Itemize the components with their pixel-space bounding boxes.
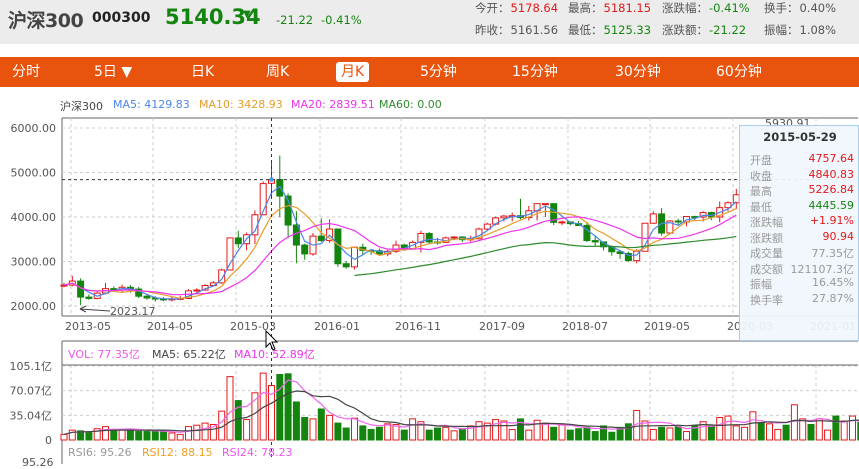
tooltip-row: 成交额 121107.3亿 xyxy=(750,261,854,276)
candle-tooltip: 2015-05-29 开盘 4757.64 收盘 4840.83 最高 5226.84 最低… xyxy=(739,125,859,341)
tooltip-value: 27.87% xyxy=(812,291,854,305)
tab-daily-k[interactable]: 日K xyxy=(191,64,215,80)
stat-low: 最低：5125.33 xyxy=(568,23,652,37)
svg-text:4000.00: 4000.00 xyxy=(11,211,57,224)
svg-text:2014-05: 2014-05 xyxy=(147,320,193,333)
stat-open: 今开：5178.64 xyxy=(475,1,559,15)
stat-amplitude: 振幅：1.08% xyxy=(764,23,837,37)
stat-prev-close: 昨收：5161.56 xyxy=(475,23,559,37)
legend-ma60: MA60: 0.00 xyxy=(379,98,442,111)
svg-text:2018-07: 2018-07 xyxy=(562,320,608,333)
legend-rsi6: RSI6: 95.26 xyxy=(68,446,132,459)
svg-text:2013-05: 2013-05 xyxy=(65,320,111,333)
svg-text:70.07亿: 70.07亿 xyxy=(10,385,53,398)
tooltip-label: 开盘 xyxy=(750,154,772,167)
legend-name: 沪深300 xyxy=(60,100,103,113)
svg-text:35.04亿: 35.04亿 xyxy=(10,409,53,422)
tooltip-label: 成交量 xyxy=(750,247,783,260)
legend-ma10: MA10: 3428.93 xyxy=(199,98,283,111)
svg-text:2000.00: 2000.00 xyxy=(11,300,57,313)
tooltip-row: 最低 4445.59 xyxy=(750,199,854,214)
tooltip-label: 最高 xyxy=(750,185,772,198)
svg-text:6000.00: 6000.00 xyxy=(11,122,57,135)
mouse-cursor-icon xyxy=(265,330,279,351)
svg-text:2019-05: 2019-05 xyxy=(644,320,690,333)
tooltip-label: 涨跌额 xyxy=(750,231,783,245)
tooltip-row: 收盘 4840.83 xyxy=(750,168,854,183)
index-name: 沪深300 xyxy=(8,10,84,32)
tooltip-label: 成交额 xyxy=(750,262,783,276)
legend-vol: VOL: 77.35亿 xyxy=(68,348,140,361)
stat-turnover: 换手：0.40% xyxy=(764,1,837,15)
quote-header: 沪深300 000300 5140.34 ▼ -21.22 -0.41% 今开：… xyxy=(0,0,859,44)
price-change-pct: -0.41% xyxy=(321,13,362,27)
tooltip-label: 换手率 xyxy=(750,293,783,307)
tooltip-value: 16.45% xyxy=(812,276,854,289)
index-code: 000300 xyxy=(92,10,151,26)
tooltip-label: 涨跌幅 xyxy=(750,216,783,229)
legend-vol-ma5: MA5: 65.22亿 xyxy=(152,348,226,361)
tooltip-value: 5226.84 xyxy=(808,183,855,196)
svg-text:0: 0 xyxy=(45,434,52,447)
tab-15min[interactable]: 15分钟 xyxy=(512,64,558,80)
tab-60min[interactable]: 60分钟 xyxy=(716,64,762,80)
rsi-axis-top: 95.26 xyxy=(22,456,54,469)
tooltip-value: 90.94 xyxy=(822,229,855,243)
tooltip-row: 成交量 77.35亿 xyxy=(750,245,854,260)
period-tabs: 分时 5日 ▼ 日K 周K 月K 5分钟 15分钟 30分钟 60分钟 xyxy=(0,57,859,87)
tab-5min[interactable]: 5分钟 xyxy=(420,64,457,80)
stat-change-pct: 涨跌幅：-0.41% xyxy=(662,1,750,15)
svg-text:105.1亿: 105.1亿 xyxy=(10,360,53,373)
tooltip-value: 121107.3亿 xyxy=(790,262,855,276)
legend-ma5: MA5: 4129.83 xyxy=(113,98,190,111)
tooltip-row: 振幅 16.45% xyxy=(750,276,854,291)
legend-rsi12: RSI12: 88.15 xyxy=(142,446,213,459)
tab-30min[interactable]: 30分钟 xyxy=(615,64,661,80)
svg-text:2016-11: 2016-11 xyxy=(395,320,441,333)
legend-ma20: MA20: 2839.51 xyxy=(291,98,375,111)
tab-monthly-k[interactable]: 月K xyxy=(336,62,370,82)
tooltip-row: 最高 5226.84 xyxy=(750,183,854,198)
tooltip-row: 涨跌额 90.94 xyxy=(750,230,854,245)
legend-vol-ma10: MA10: 52.89亿 xyxy=(234,348,315,361)
svg-text:2017-09: 2017-09 xyxy=(479,320,525,333)
stat-high: 最高：5181.15 xyxy=(568,1,652,15)
tooltip-label: 振幅 xyxy=(750,278,772,291)
svg-text:2016-01: 2016-01 xyxy=(314,320,360,333)
svg-text:2015-03: 2015-03 xyxy=(230,320,276,333)
stat-change-amt: 涨跌额：-21.22 xyxy=(662,23,747,37)
svg-text:3000.00: 3000.00 xyxy=(11,256,57,269)
price-change: -21.22 xyxy=(276,13,314,27)
tooltip-value: +1.91% xyxy=(809,214,854,227)
tab-weekly-k[interactable]: 周K xyxy=(266,64,290,80)
tab-5day[interactable]: 5日 ▼ xyxy=(94,64,133,80)
svg-text:2023.17: 2023.17 xyxy=(110,305,156,318)
tooltip-date: 2015-05-29 xyxy=(763,130,837,144)
tab-intraday[interactable]: 分时 xyxy=(12,64,40,80)
tooltip-row: 开盘 4757.64 xyxy=(750,152,854,167)
tooltip-row: 涨跌幅 +1.91% xyxy=(750,214,854,229)
tooltip-value: 4840.83 xyxy=(808,167,855,181)
tooltip-row: 换手率 27.87% xyxy=(750,292,854,307)
tooltip-value: 77.35亿 xyxy=(811,247,855,260)
tooltip-value: 4757.64 xyxy=(808,152,855,165)
tooltip-value: 4445.59 xyxy=(808,198,855,212)
current-price: 5140.34 xyxy=(165,5,261,29)
tooltip-label: 最低 xyxy=(750,200,772,214)
tooltip-label: 收盘 xyxy=(750,169,772,183)
triangle-down-icon: ▼ xyxy=(243,9,251,20)
legend-rsi24: RSI24: 78.23 xyxy=(222,446,293,459)
svg-text:5000.00: 5000.00 xyxy=(11,167,57,180)
